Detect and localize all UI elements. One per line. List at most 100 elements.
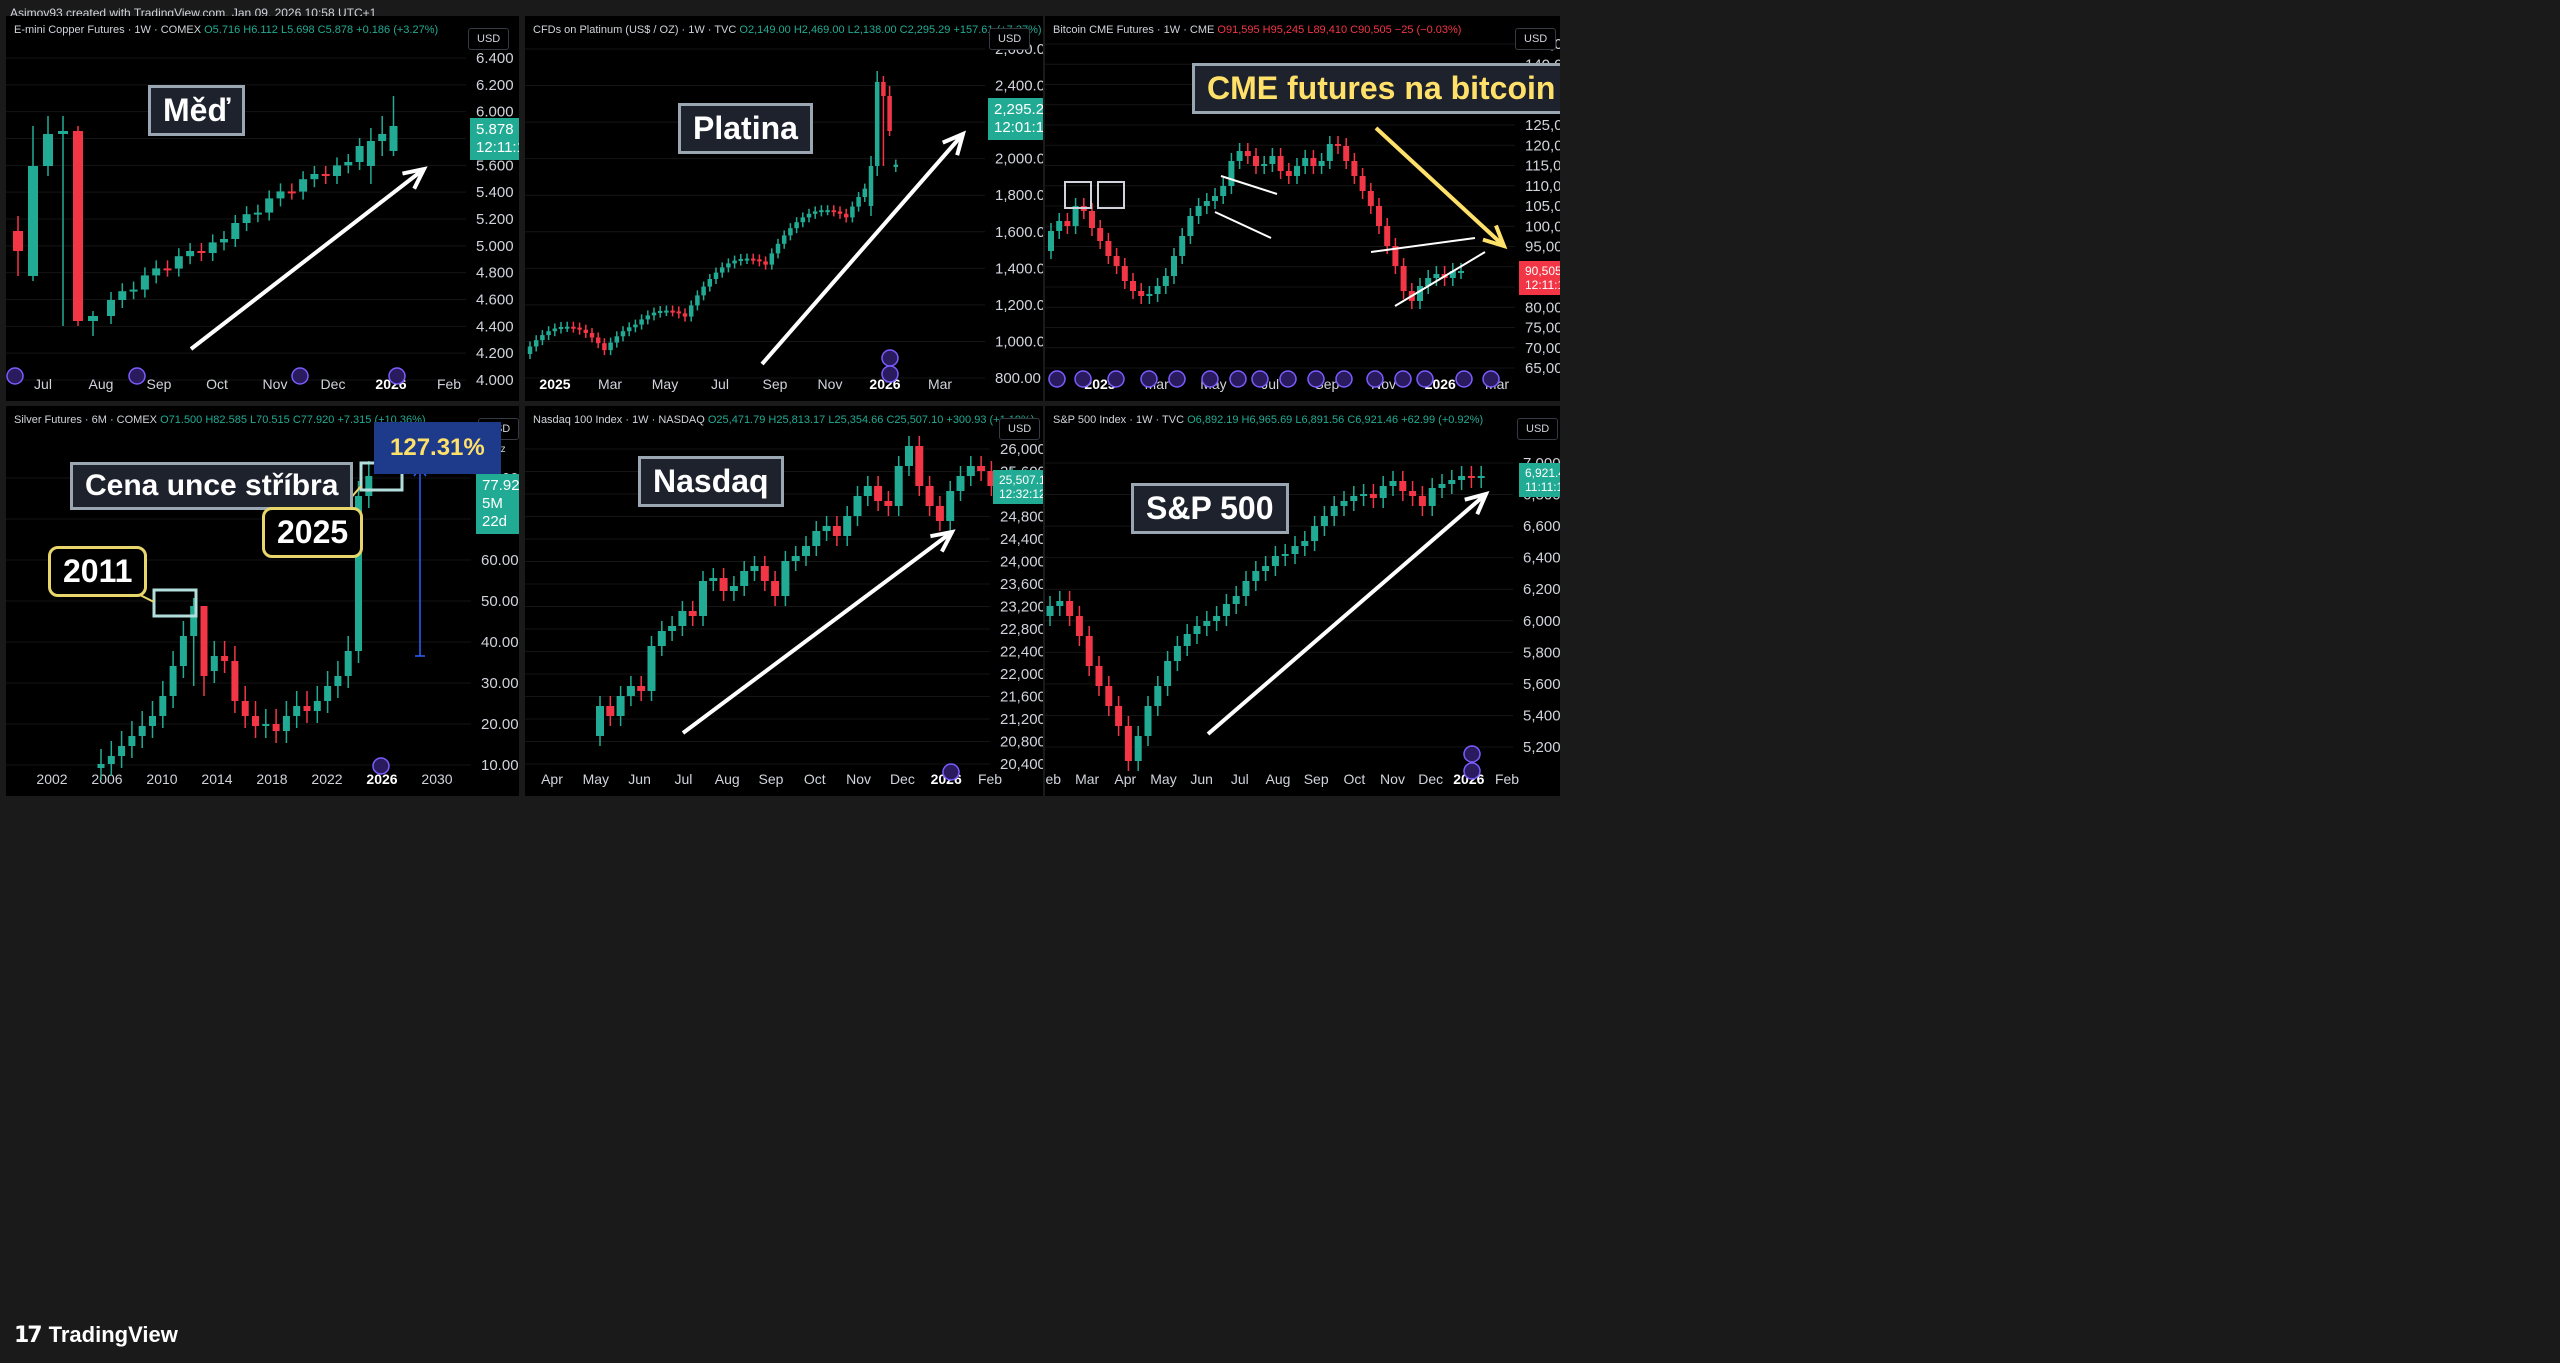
symbol-title[interactable]: Silver Futures · 6M · COMEX	[14, 414, 158, 426]
candle-body	[831, 210, 837, 213]
candle-body	[729, 586, 738, 591]
y-tick-label: 5.400	[476, 184, 514, 201]
y-tick-label: 20,400.00	[1000, 756, 1043, 773]
highlight-box	[1064, 181, 1092, 209]
symbol-title[interactable]: CFDs on Platinum (US$ / OZ) · 1W · TVC	[533, 24, 737, 36]
currency-selector[interactable]: USD	[1515, 28, 1557, 50]
candle-body	[709, 578, 718, 581]
x-tick-label: 2026	[366, 771, 397, 787]
y-tick-label: 1,200.00	[995, 297, 1043, 314]
copper-chart-canvas[interactable]: 6.4006.2006.0005.8005.6005.4005.2005.000…	[6, 16, 519, 401]
last-price-tag: 90,505 12:11:12	[1519, 261, 1560, 295]
chart-panel-nasdaq[interactable]: 26,000.0025,600.0025,200.0024,800.0024,4…	[525, 406, 1043, 796]
candle-body	[552, 328, 558, 332]
candle-body	[1203, 621, 1211, 626]
candle-body	[1277, 156, 1284, 171]
y-tick-label: 30.000	[481, 675, 519, 692]
event-marker-icon	[1366, 370, 1384, 388]
candle-body	[1228, 161, 1235, 186]
nasdaq-chart-canvas[interactable]: 26,000.0025,600.0025,200.0024,800.0024,4…	[525, 406, 1043, 796]
candle-body	[107, 300, 115, 316]
chart-panel-platinum[interactable]: 2,600.002,400.002,200.002,000.001,800.00…	[525, 16, 1043, 401]
x-tick-label: 2018	[256, 771, 287, 787]
y-tick-label: 6,000.00	[1523, 613, 1560, 630]
candle-body	[1449, 271, 1456, 278]
candle-body	[788, 228, 793, 236]
symbol-title[interactable]: E-mini Copper Futures · 1W · COMEX	[14, 24, 202, 36]
triangle-line	[1394, 251, 1486, 307]
ohlc-values: O6,892.19 H6,965.69 L6,891.56 C6,921.46 …	[1187, 414, 1484, 426]
y-tick-label: 24,400.00	[1000, 531, 1043, 548]
candle-body	[1187, 216, 1194, 236]
symbol-title[interactable]: Bitcoin CME Futures · 1W · CME	[1053, 24, 1215, 36]
currency-selector[interactable]: USD	[468, 28, 510, 50]
last-price-tag: 6,921.46 11:11:12	[1519, 463, 1560, 497]
candle-body	[231, 661, 239, 701]
candle-body	[719, 578, 728, 591]
event-marker-icon	[1168, 370, 1186, 388]
candle-body	[732, 260, 737, 264]
candle-body	[915, 446, 924, 486]
candle-body	[378, 134, 387, 141]
chart-panel-sp500[interactable]: 7,000.006,800.006,600.006,400.006,200.00…	[1045, 406, 1560, 796]
candle-body	[149, 716, 156, 726]
candle-body	[701, 286, 706, 296]
sp500-chart-canvas[interactable]: 7,000.006,800.006,600.006,400.006,200.00…	[1045, 406, 1560, 796]
candle-body	[138, 726, 146, 736]
y-tick-label: 4.800	[476, 265, 514, 282]
y-tick-label: 50.000	[481, 593, 519, 610]
callout-bitcoin: CME futures na bitcoin	[1192, 63, 1560, 114]
currency-selector[interactable]: USD	[1517, 418, 1559, 440]
candle-body	[670, 310, 675, 313]
y-tick-label: 95,000	[1525, 239, 1560, 256]
event-marker-icon	[881, 365, 899, 383]
y-tick-label: 21,200.00	[1000, 711, 1043, 728]
currency-selector[interactable]: USD	[989, 28, 1031, 50]
last-price: 25,507.10	[999, 473, 1043, 487]
x-tick-label: Nov	[1380, 771, 1405, 787]
candle-body	[583, 329, 589, 333]
candle-body	[688, 611, 697, 616]
candle-body	[58, 131, 68, 134]
candle-body	[1048, 231, 1054, 251]
candle-body	[1360, 494, 1368, 496]
y-tick-label: 1,400.00	[995, 260, 1043, 277]
x-tick-label: Jul	[34, 376, 52, 392]
chart-panel-silver[interactable]: 80.00070.00060.00050.00040.00030.00020.0…	[6, 406, 519, 796]
candle-body	[1417, 286, 1423, 301]
candle-body	[571, 326, 576, 329]
last-price: 90,505	[1525, 264, 1560, 278]
y-tick-label: 5,800.00	[1523, 644, 1560, 661]
candle-body	[1458, 271, 1464, 273]
tradingview-logo[interactable]: 17 TradingView	[14, 1322, 178, 1348]
symbol-title[interactable]: Nasdaq 100 Index · 1W · NASDAQ	[533, 414, 705, 426]
candle-body	[1301, 541, 1309, 546]
y-tick-label: 20,800.00	[1000, 734, 1043, 751]
x-tick-label: 2022	[311, 771, 342, 787]
event-marker-icon	[1463, 745, 1481, 763]
y-tick-label: 6,200.00	[1523, 581, 1560, 598]
x-tick-label: Sep	[147, 376, 172, 392]
currency-selector[interactable]: USD	[999, 418, 1041, 440]
candle-body	[1162, 276, 1169, 286]
chart-panel-copper[interactable]: 6.4006.2006.0005.8005.6005.4005.2005.000…	[6, 16, 519, 401]
candle-body	[856, 197, 861, 207]
symbol-title[interactable]: S&P 500 Index · 1W · TVC	[1053, 414, 1185, 426]
chart-panel-bitcoin[interactable]: 145,000140,000135,000130,000125,000120,0…	[1045, 16, 1560, 401]
platinum-chart-canvas[interactable]: 2,600.002,400.002,200.002,000.001,800.00…	[525, 16, 1043, 401]
y-tick-label: 80,000	[1525, 299, 1560, 316]
candle-body	[324, 686, 332, 701]
candle-body	[1154, 686, 1162, 706]
candle-body	[626, 686, 635, 696]
candle-body	[874, 486, 883, 501]
candle-body	[1213, 616, 1221, 621]
candle-body	[614, 336, 620, 343]
y-tick-label: 6.200	[476, 77, 514, 94]
last-price: 2,295.29	[994, 101, 1043, 118]
y-tick-label: 5.000	[476, 238, 514, 255]
callout-silver: Cena unce stříbra	[70, 462, 354, 510]
candle-body	[1124, 726, 1132, 761]
y-tick-label: 115,000	[1525, 158, 1560, 175]
x-tick-label: Nov	[818, 376, 843, 392]
bar-timer: 12:11:12	[1525, 278, 1560, 292]
